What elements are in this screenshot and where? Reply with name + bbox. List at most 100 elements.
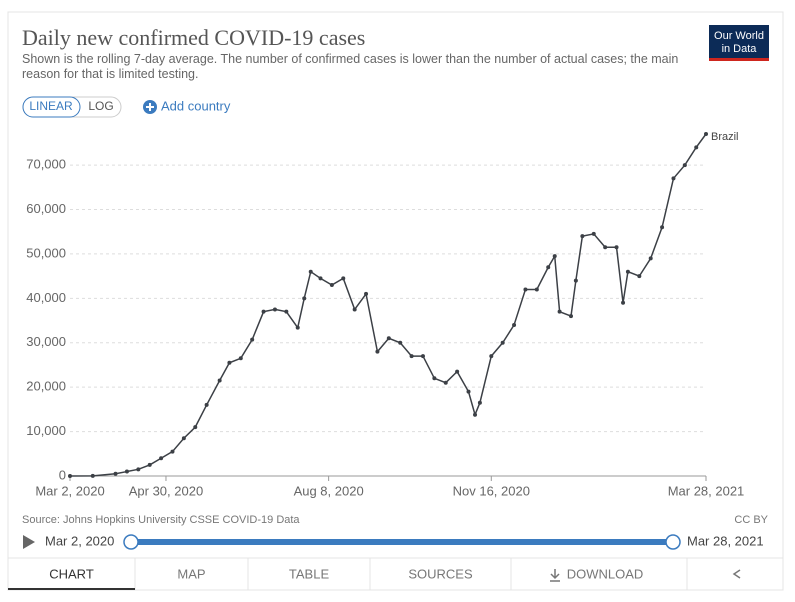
point — [621, 300, 626, 305]
point — [318, 276, 323, 281]
log-label[interactable]: LOG — [88, 99, 113, 113]
point — [455, 369, 460, 374]
x-tick-label: Aug 8, 2020 — [294, 483, 364, 498]
point — [352, 307, 357, 312]
point — [90, 473, 95, 478]
point — [261, 309, 266, 314]
share-icon[interactable] — [732, 569, 741, 579]
x-tick-label: Apr 30, 2020 — [129, 483, 203, 498]
point — [124, 469, 129, 474]
linear-label[interactable]: LINEAR — [29, 99, 73, 113]
point — [489, 354, 494, 359]
point — [552, 254, 557, 259]
x-tick-label: Mar 28, 2021 — [668, 483, 745, 498]
add-country[interactable]: Add country — [161, 98, 231, 113]
timeline-handle[interactable] — [123, 534, 139, 550]
point — [534, 287, 539, 292]
point — [648, 256, 653, 261]
point — [227, 360, 232, 365]
point — [217, 378, 222, 383]
point — [272, 307, 277, 312]
point — [580, 234, 585, 239]
y-tick-label: 20,000 — [26, 379, 66, 394]
y-tick-label: 30,000 — [26, 334, 66, 349]
y-tick-label: 60,000 — [26, 201, 66, 216]
point — [284, 309, 289, 314]
timeline-start: Mar 2, 2020 — [45, 533, 114, 548]
point — [136, 467, 141, 472]
tab[interactable]: MAP — [177, 566, 205, 581]
point — [147, 462, 152, 467]
logo-bar — [709, 58, 769, 61]
point — [512, 322, 517, 327]
point — [68, 474, 72, 478]
point — [386, 336, 391, 341]
y-tick-label: 70,000 — [26, 157, 66, 172]
point — [473, 412, 478, 417]
point — [308, 269, 313, 274]
series-label: Brazil — [711, 131, 739, 143]
point — [193, 425, 198, 430]
x-tick-label: Mar 2, 2020 — [35, 483, 104, 498]
point — [660, 225, 665, 230]
point — [704, 132, 708, 136]
add-plus — [146, 103, 154, 111]
timeline-track[interactable] — [131, 539, 673, 545]
point — [568, 314, 573, 319]
point — [170, 449, 175, 454]
tab[interactable]: TABLE — [289, 566, 330, 581]
point — [637, 274, 642, 279]
point — [250, 337, 255, 342]
point — [546, 265, 551, 270]
point — [420, 354, 425, 359]
subtitle-box: Shown is the rolling 7-day average. The … — [22, 52, 679, 81]
tab[interactable]: SOURCES — [408, 566, 473, 581]
point — [500, 340, 505, 345]
logo — [709, 25, 769, 61]
license[interactable]: CC BY — [734, 514, 768, 526]
point — [341, 276, 346, 281]
play-button[interactable] — [23, 535, 35, 549]
point — [625, 269, 630, 274]
point — [329, 283, 334, 288]
point — [603, 245, 608, 250]
point — [694, 145, 699, 150]
point — [238, 356, 243, 361]
logo-text: Our World — [714, 30, 764, 42]
point — [466, 389, 471, 394]
logo-text: in Data — [722, 43, 758, 55]
point — [113, 471, 118, 476]
linear-button[interactable] — [22, 96, 81, 118]
point — [409, 354, 414, 359]
point — [614, 245, 619, 250]
point — [573, 278, 578, 283]
tab[interactable]: DOWNLOAD — [567, 566, 644, 581]
point — [398, 340, 403, 345]
point — [364, 291, 369, 296]
chart-title: Daily new confirmed COVID-19 cases — [22, 25, 365, 50]
point — [523, 287, 528, 292]
card — [7, 11, 784, 591]
y-tick-label: 50,000 — [26, 245, 66, 260]
timeline-end: Mar 28, 2021 — [687, 533, 764, 548]
point — [682, 163, 687, 168]
download-icon[interactable] — [550, 569, 560, 582]
point — [159, 456, 164, 461]
y-tick-label: 0 — [59, 467, 66, 482]
x-tick-label: Nov 16, 2020 — [453, 483, 530, 498]
point — [477, 400, 482, 405]
point — [295, 325, 300, 330]
point — [432, 376, 437, 381]
y-tick-label: 40,000 — [26, 290, 66, 305]
point — [375, 349, 380, 354]
source: Source: Johns Hopkins University CSSE CO… — [22, 514, 300, 526]
timeline-handle[interactable] — [665, 534, 681, 550]
point — [204, 402, 209, 407]
point — [557, 309, 562, 314]
point — [671, 176, 676, 181]
chart-subtitle: Shown is the rolling 7-day average. The … — [22, 52, 679, 81]
tab[interactable]: CHART — [49, 566, 94, 581]
y-tick-label: 10,000 — [26, 423, 66, 438]
point — [181, 436, 186, 441]
